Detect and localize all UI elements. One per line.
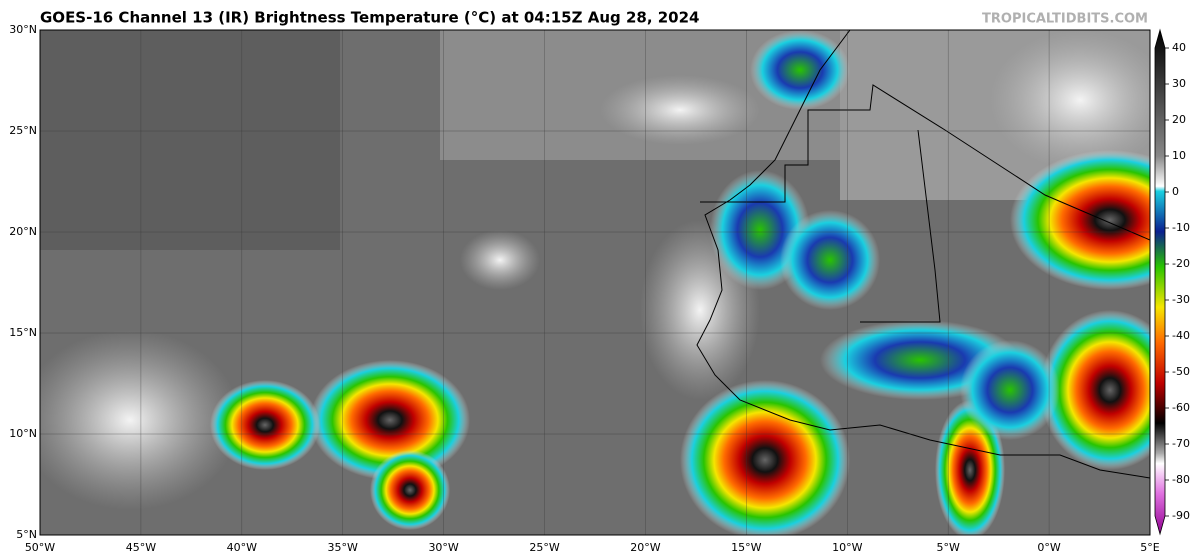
colorbar-label: -30: [1172, 293, 1190, 306]
lat-label: 25°N: [9, 124, 37, 137]
lon-label: 25°W: [529, 541, 559, 554]
lat-label: 15°N: [9, 326, 37, 339]
colorbar-label: -70: [1172, 437, 1190, 450]
colorbar-label: 10: [1172, 149, 1186, 162]
credit: TROPICALTIDBITS.COM: [982, 12, 1148, 27]
lon-label: 40°W: [227, 541, 257, 554]
colorbar-label: -10: [1172, 221, 1190, 234]
imagery: [40, 30, 1150, 535]
lat-label: 10°N: [9, 427, 37, 440]
colorbar-label: 0: [1172, 185, 1179, 198]
map-frame: [39, 29, 1151, 536]
colorbar-label: 20: [1172, 113, 1186, 126]
colorbar: [1154, 28, 1166, 536]
lon-label: 0°W: [1037, 541, 1060, 554]
colorbar-label: -60: [1172, 401, 1190, 414]
lat-label: 30°N: [9, 23, 37, 36]
colorbar-label: 40: [1172, 41, 1186, 54]
colorbar-label: 30: [1172, 77, 1186, 90]
lon-label: 20°W: [630, 541, 660, 554]
lon-label: 5°W: [936, 541, 959, 554]
colorbar-label: -50: [1172, 365, 1190, 378]
lat-label: 5°N: [16, 528, 37, 541]
lon-label: 15°W: [731, 541, 761, 554]
map-title: GOES-16 Channel 13 (IR) Brightness Tempe…: [40, 9, 700, 27]
colorbar-label: -20: [1172, 257, 1190, 270]
colorbar-label: -40: [1172, 329, 1190, 342]
lon-label: 50°W: [25, 541, 55, 554]
colorbar-label: -90: [1172, 509, 1190, 522]
lon-label: 45°W: [126, 541, 156, 554]
lon-label: 10°W: [832, 541, 862, 554]
lon-label: 5°E: [1140, 541, 1159, 554]
lon-label: 30°W: [428, 541, 458, 554]
colorbar-label: -80: [1172, 473, 1190, 486]
lat-label: 20°N: [9, 225, 37, 238]
lon-label: 35°W: [328, 541, 358, 554]
